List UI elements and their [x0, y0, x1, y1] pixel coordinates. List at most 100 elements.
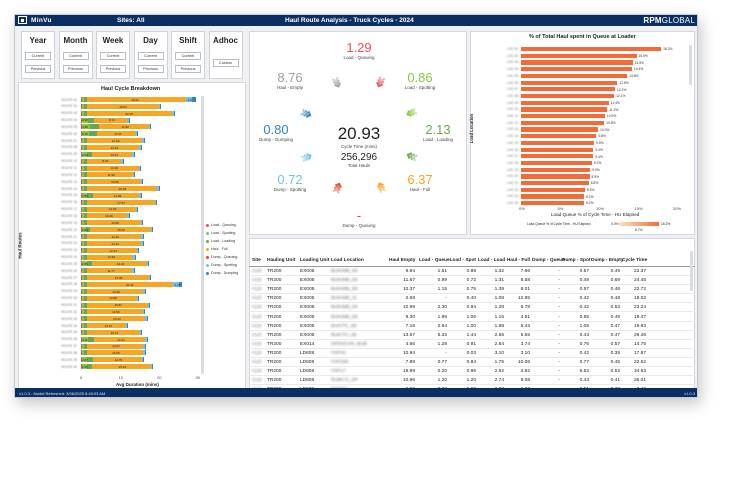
column-header[interactable]: Dump - Empty [591, 258, 624, 263]
table-row[interactable]: CLD TR200 LD608 FSP17 19.89 0.20 0.86 2.62 4.82 -… [249, 367, 695, 377]
queue-bar-value: 9.5% [596, 141, 604, 146]
table-row[interactable]: CLD TR200 LD608 FSP336 7.89 0.77 0.84 1.75 10.06… [249, 358, 695, 367]
queue-scrollbar[interactable] [689, 45, 692, 85]
step-value: - [356, 208, 362, 223]
table-row[interactable]: CLD TR200 LD608 FSP33 10.94 - 0.03 3.10 3.10 - 0.4… [249, 349, 695, 358]
load-spotting-segment [82, 234, 85, 239]
route-label: ROUTE 26 [61, 268, 77, 273]
haul-full-value-label: 11.92 [107, 173, 115, 178]
haul-full-value-label: 17.57 [117, 200, 125, 205]
haul-full-value-label: 13.46 [110, 166, 118, 171]
column-header[interactable]: Load - Load [478, 258, 506, 263]
queue-bar-value: 12.5% [619, 80, 629, 85]
table-row[interactable]: CLD TR200 EX005 BUKIMB_58 11.67 0.99 0.72 1.31 8… [249, 276, 695, 286]
load-queuing-segment [81, 295, 83, 301]
table-cell: 0.43 [579, 378, 589, 384]
haul-full-segment [86, 103, 159, 109]
haul-full-value-label: 12.76 [114, 358, 123, 363]
route-label: ROUTE 03 [61, 111, 77, 116]
table-cell: 1.98 [494, 323, 504, 329]
load-spotting-segment [82, 172, 85, 178]
load-loading-segment [84, 138, 87, 144]
column-header[interactable]: Load - Queue [419, 258, 450, 263]
haul-full-value-label: 11.89 [114, 193, 122, 198]
column-header[interactable]: Cycle Time [622, 258, 648, 263]
breakdown-scrollbar[interactable] [201, 96, 204, 374]
load-queuing-segment [81, 343, 83, 349]
table-cell: 2.74 [494, 378, 504, 384]
table-row[interactable]: CLD TR200 EX005 BUKITC_58 7.16 2.84 1.00 1.98 5.… [249, 322, 695, 331]
previous-button[interactable]: Previous [100, 65, 126, 73]
table-row[interactable]: CLD TR200 EX005 BUKITC_58 13.67 5.33 1.44 2.56 5… [249, 331, 695, 340]
table-row[interactable]: CLD TR200 EX014 SPDNCSN_BUB 4.66 1.28 0.91 2.84… [249, 340, 695, 349]
table-cell: CLD [252, 269, 262, 274]
route-label: ROUTE 09 [61, 152, 77, 157]
dump-spotting-segment [142, 309, 145, 315]
table-row[interactable]: CLD TR200 EX005 BUKIMB_58 10.37 1.15 0.75 1.39 8… [249, 285, 695, 295]
column-header[interactable]: Dump - Spot [562, 258, 591, 263]
table-row[interactable]: CLD TR200 EX005 BUKIMB_58 10.99 2.30 0.94 1.28 6… [249, 303, 695, 313]
table-row[interactable]: CLD TR200 EX005 BUKIMB_11 2.68 - 0.40 1.08 12.95… [249, 294, 695, 304]
column-header[interactable]: Site [252, 258, 261, 263]
table-cell: 9.94 [405, 269, 415, 274]
dump-dumping-segment [155, 199, 157, 205]
column-header[interactable]: Haul - Full [506, 258, 530, 263]
current-button[interactable]: Current [137, 52, 164, 60]
current-button[interactable]: Current [175, 52, 201, 60]
period-label: Week [102, 36, 124, 45]
table-cell: 3.10 [520, 350, 530, 356]
haul-full-segment [86, 309, 143, 315]
queue-bar-value: 8.8% [590, 181, 599, 186]
column-header[interactable]: Dump - Queue [532, 258, 565, 263]
queue-bar [521, 100, 609, 105]
dump-spotting-segment [143, 350, 145, 356]
table-scrollbar[interactable] [690, 251, 693, 291]
current-button[interactable]: Current [25, 52, 51, 60]
column-header[interactable]: Load Location [331, 258, 364, 263]
model-refresh-text: v1.0.3 - Model Refreshed: 3/06/2025 8:45… [19, 390, 106, 396]
dump-spotting-segment [158, 103, 161, 109]
table-cell: 0.47 [610, 332, 620, 338]
haul-full-value-label: 13.64 [110, 145, 119, 150]
brand-logo: RPMGLOBAL [643, 15, 695, 25]
table-cell: 1.28 [494, 305, 504, 311]
previous-button[interactable]: Previous [25, 65, 51, 73]
route-label: ROUTE 38 [61, 350, 77, 355]
queue-bar [521, 67, 632, 72]
previous-button[interactable]: Previous [137, 65, 164, 73]
column-header[interactable]: Hauling Unit [267, 258, 296, 263]
sites-filter[interactable]: Sites: All [117, 16, 145, 24]
dump-dumping-segment [134, 254, 136, 260]
dump-spotting-segment [145, 336, 147, 342]
load-queuing-segment [81, 288, 83, 294]
previous-button[interactable]: Previous [62, 65, 89, 73]
dump-spotting-segment [142, 138, 144, 144]
load-queuing-segment [81, 364, 83, 370]
table-row[interactable]: CLD TR200 EX005 BUKIMB_58 9.94 1.51 0.88 1.32 7.… [249, 267, 695, 276]
table-row[interactable]: CLD TR200 EX005 BUKIMB_58 9.30 1.99 1.06 1.16 4.… [249, 313, 695, 322]
table-cell: TR200 [267, 341, 282, 347]
haul-full-value-label: 22.18 [125, 111, 133, 116]
table-cell: 5.62 [579, 369, 589, 375]
table-cell: 5.43 [520, 323, 530, 329]
table-cell: 0.42 [579, 296, 589, 302]
load-spotting-segment [82, 199, 85, 205]
table-cell: EX005 [300, 323, 315, 329]
column-header[interactable]: Load - Spot [449, 258, 476, 263]
queue-bar-value: 9.2% [593, 161, 602, 166]
load-queuing-segment [81, 323, 83, 329]
table-cell: - [558, 269, 560, 274]
dump-spotting-segment [136, 295, 138, 301]
column-header[interactable]: Haul Empty [389, 258, 416, 263]
current-button[interactable]: Current [62, 52, 89, 60]
table-cell: 0.42 [579, 305, 589, 311]
table-row[interactable]: CLD TR200 LD608 RUBCTI_SP 10.96 1.20 1.20 2.74 9… [249, 376, 695, 386]
previous-button[interactable]: Previous [175, 65, 201, 73]
table-cell: EX005 [300, 314, 315, 320]
current-button[interactable]: Current [100, 52, 126, 60]
queue-chart-title: % of Total Haul spent in Queue at Loader [529, 34, 636, 40]
haul-full-segment [86, 179, 141, 185]
load-spotting-segment [82, 343, 85, 349]
custom-button[interactable]: Custom [212, 59, 239, 67]
column-header[interactable]: Loading Unit [300, 258, 330, 263]
